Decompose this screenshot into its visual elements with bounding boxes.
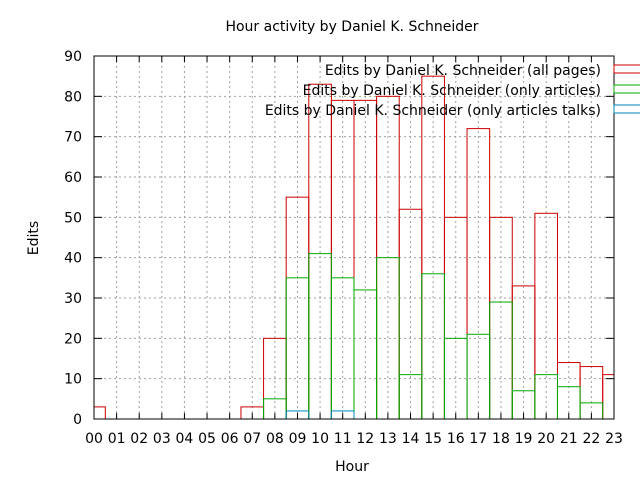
legend-label-1: Edits by Daniel K. Schneider (only artic… xyxy=(303,83,601,99)
legend-label-2: Edits by Daniel K. Schneider (only artic… xyxy=(265,103,601,119)
y-tick-label-40: 40 xyxy=(64,251,82,267)
y-tick-label-80: 80 xyxy=(64,89,82,105)
x-tick-label-17: 17 xyxy=(469,431,487,447)
x-tick-label-20: 20 xyxy=(537,431,555,447)
x-tick-label-06: 06 xyxy=(221,431,239,447)
x-tick-label-02: 02 xyxy=(130,431,148,447)
x-tick-label-10: 10 xyxy=(311,431,329,447)
legend: Edits by Daniel K. Schneider (all pages)… xyxy=(265,63,640,119)
x-axis-label: Hour xyxy=(335,459,369,475)
axes-frame xyxy=(93,55,615,420)
x-tick-label-03: 03 xyxy=(153,431,171,447)
x-tick-label-04: 04 xyxy=(176,431,194,447)
legend-label-0: Edits by Daniel K. Schneider (all pages) xyxy=(325,63,601,79)
x-tick-label-11: 11 xyxy=(334,431,352,447)
legend-swatch-0 xyxy=(613,64,640,74)
chart-title: Hour activity by Daniel K. Schneider xyxy=(225,19,478,35)
y-tick-label-0: 0 xyxy=(73,412,82,428)
x-tick-label-07: 07 xyxy=(243,431,261,447)
bar-series0-09 xyxy=(285,196,310,420)
x-tick-label-14: 14 xyxy=(402,431,420,447)
legend-swatch-2 xyxy=(613,104,640,114)
x-tick-label-22: 22 xyxy=(582,431,600,447)
y-axis-label: Edits xyxy=(26,221,42,255)
x-tick-label-00: 00 xyxy=(85,431,103,447)
x-tick-label-18: 18 xyxy=(492,431,510,447)
y-tick-label-60: 60 xyxy=(64,170,82,186)
bar-series1-12 xyxy=(353,289,378,420)
x-tick-label-08: 08 xyxy=(266,431,284,447)
x-tick-label-09: 09 xyxy=(289,431,307,447)
x-tick-label-23: 23 xyxy=(605,431,623,447)
y-tick-label-10: 10 xyxy=(64,372,82,388)
bar-series0-00 xyxy=(93,406,106,420)
y-tick-label-50: 50 xyxy=(64,210,82,226)
legend-swatch-1 xyxy=(613,84,640,94)
y-tick-label-20: 20 xyxy=(64,331,82,347)
x-tick-label-12: 12 xyxy=(356,431,374,447)
plot-frame xyxy=(93,55,615,420)
bar-series0-23 xyxy=(602,374,615,420)
x-tick-label-21: 21 xyxy=(560,431,578,447)
y-tick-label-90: 90 xyxy=(64,49,82,65)
x-tick-label-13: 13 xyxy=(379,431,397,447)
y-tick-label-70: 70 xyxy=(64,130,82,146)
x-tick-label-19: 19 xyxy=(515,431,533,447)
bars-layer xyxy=(93,75,615,420)
x-tick-label-01: 01 xyxy=(108,431,126,447)
x-tick-label-05: 05 xyxy=(198,431,216,447)
x-tick-label-16: 16 xyxy=(447,431,465,447)
y-tick-label-30: 30 xyxy=(64,291,82,307)
x-tick-label-15: 15 xyxy=(424,431,442,447)
